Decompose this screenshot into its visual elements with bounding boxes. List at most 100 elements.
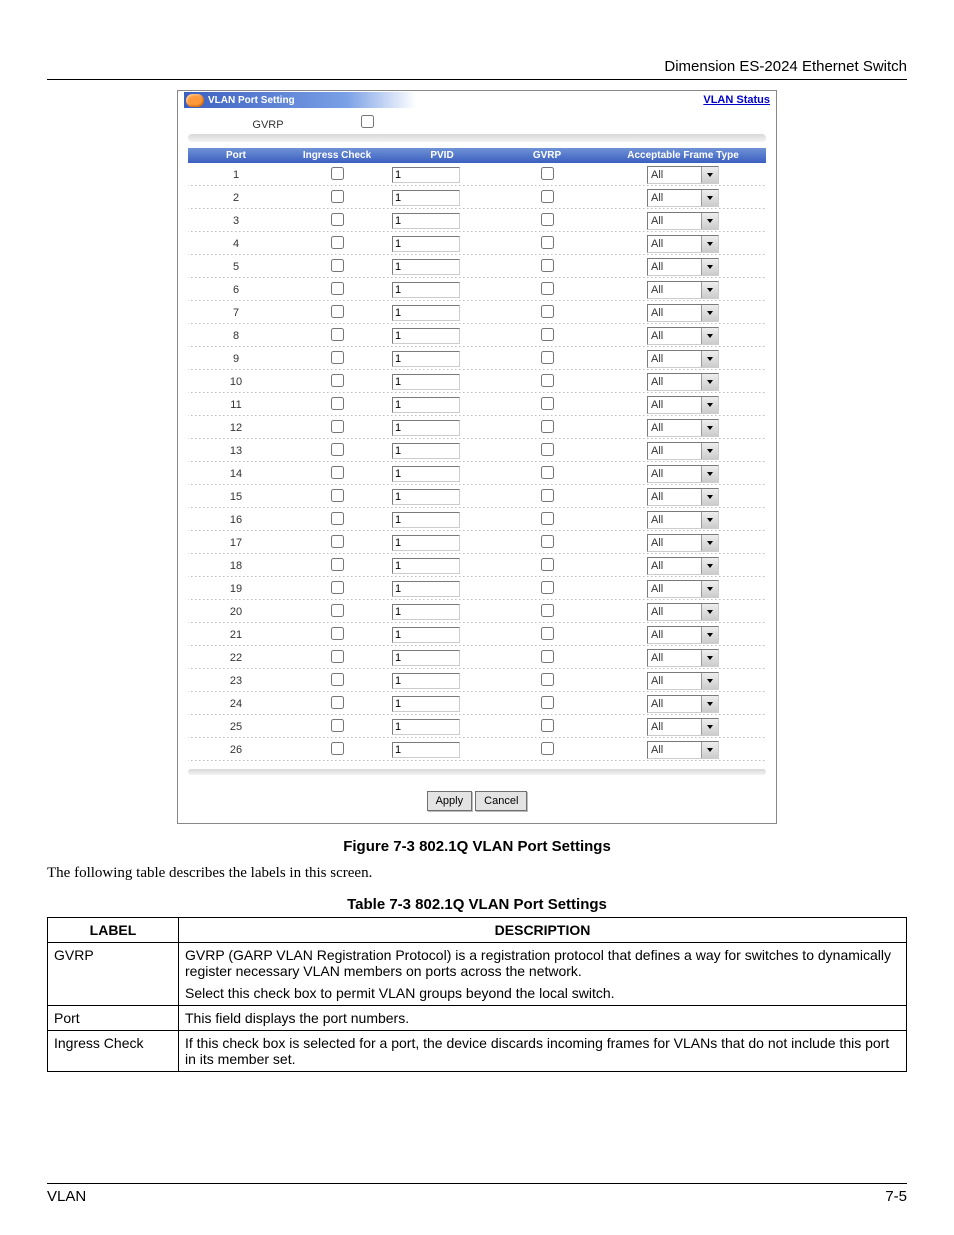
pvid-input[interactable] (392, 742, 460, 758)
chevron-down-icon[interactable] (701, 650, 718, 666)
cancel-button[interactable]: Cancel (475, 791, 527, 811)
pvid-input[interactable] (392, 489, 460, 505)
chevron-down-icon[interactable] (701, 719, 718, 735)
acceptable-frame-type-select[interactable]: All (647, 373, 719, 391)
gvrp-checkbox[interactable] (541, 351, 554, 364)
chevron-down-icon[interactable] (701, 558, 718, 574)
ingress-check-checkbox[interactable] (331, 535, 344, 548)
gvrp-checkbox[interactable] (541, 305, 554, 318)
pvid-input[interactable] (392, 305, 460, 321)
gvrp-checkbox[interactable] (541, 673, 554, 686)
chevron-down-icon[interactable] (701, 673, 718, 689)
pvid-input[interactable] (392, 627, 460, 643)
gvrp-checkbox[interactable] (541, 719, 554, 732)
pvid-input[interactable] (392, 397, 460, 413)
pvid-input[interactable] (392, 374, 460, 390)
chevron-down-icon[interactable] (701, 305, 718, 321)
acceptable-frame-type-select[interactable]: All (647, 281, 719, 299)
acceptable-frame-type-select[interactable]: All (647, 304, 719, 322)
ingress-check-checkbox[interactable] (331, 167, 344, 180)
acceptable-frame-type-select[interactable]: All (647, 235, 719, 253)
gvrp-checkbox[interactable] (541, 604, 554, 617)
chevron-down-icon[interactable] (701, 489, 718, 505)
acceptable-frame-type-select[interactable]: All (647, 603, 719, 621)
ingress-check-checkbox[interactable] (331, 213, 344, 226)
pvid-input[interactable] (392, 190, 460, 206)
chevron-down-icon[interactable] (701, 213, 718, 229)
gvrp-checkbox[interactable] (541, 558, 554, 571)
chevron-down-icon[interactable] (701, 696, 718, 712)
ingress-check-checkbox[interactable] (331, 351, 344, 364)
chevron-down-icon[interactable] (701, 190, 718, 206)
ingress-check-checkbox[interactable] (331, 719, 344, 732)
chevron-down-icon[interactable] (701, 167, 718, 183)
ingress-check-checkbox[interactable] (331, 650, 344, 663)
pvid-input[interactable] (392, 420, 460, 436)
pvid-input[interactable] (392, 558, 460, 574)
chevron-down-icon[interactable] (701, 604, 718, 620)
ingress-check-checkbox[interactable] (331, 696, 344, 709)
gvrp-checkbox[interactable] (541, 489, 554, 502)
pvid-input[interactable] (392, 581, 460, 597)
chevron-down-icon[interactable] (701, 282, 718, 298)
acceptable-frame-type-select[interactable]: All (647, 396, 719, 414)
acceptable-frame-type-select[interactable]: All (647, 258, 719, 276)
ingress-check-checkbox[interactable] (331, 282, 344, 295)
chevron-down-icon[interactable] (701, 420, 718, 436)
pvid-input[interactable] (392, 535, 460, 551)
gvrp-checkbox[interactable] (541, 420, 554, 433)
acceptable-frame-type-select[interactable]: All (647, 695, 719, 713)
pvid-input[interactable] (392, 236, 460, 252)
pvid-input[interactable] (392, 466, 460, 482)
acceptable-frame-type-select[interactable]: All (647, 465, 719, 483)
pvid-input[interactable] (392, 351, 460, 367)
ingress-check-checkbox[interactable] (331, 466, 344, 479)
acceptable-frame-type-select[interactable]: All (647, 626, 719, 644)
gvrp-checkbox[interactable] (541, 581, 554, 594)
ingress-check-checkbox[interactable] (331, 328, 344, 341)
gvrp-checkbox[interactable] (541, 466, 554, 479)
acceptable-frame-type-select[interactable]: All (647, 350, 719, 368)
pvid-input[interactable] (392, 604, 460, 620)
chevron-down-icon[interactable] (701, 512, 718, 528)
gvrp-checkbox[interactable] (541, 236, 554, 249)
pvid-input[interactable] (392, 696, 460, 712)
chevron-down-icon[interactable] (701, 374, 718, 390)
acceptable-frame-type-select[interactable]: All (647, 718, 719, 736)
gvrp-checkbox[interactable] (541, 282, 554, 295)
gvrp-checkbox[interactable] (541, 328, 554, 341)
chevron-down-icon[interactable] (701, 466, 718, 482)
ingress-check-checkbox[interactable] (331, 397, 344, 410)
chevron-down-icon[interactable] (701, 351, 718, 367)
ingress-check-checkbox[interactable] (331, 374, 344, 387)
gvrp-checkbox[interactable] (541, 696, 554, 709)
gvrp-checkbox[interactable] (541, 259, 554, 272)
gvrp-checkbox[interactable] (541, 213, 554, 226)
gvrp-checkbox[interactable] (541, 190, 554, 203)
vlan-status-link[interactable]: VLAN Status (703, 94, 770, 106)
pvid-input[interactable] (392, 259, 460, 275)
chevron-down-icon[interactable] (701, 742, 718, 758)
acceptable-frame-type-select[interactable]: All (647, 649, 719, 667)
gvrp-checkbox[interactable] (541, 374, 554, 387)
gvrp-checkbox[interactable] (541, 650, 554, 663)
pvid-input[interactable] (392, 213, 460, 229)
ingress-check-checkbox[interactable] (331, 512, 344, 525)
ingress-check-checkbox[interactable] (331, 604, 344, 617)
pvid-input[interactable] (392, 673, 460, 689)
ingress-check-checkbox[interactable] (331, 236, 344, 249)
chevron-down-icon[interactable] (701, 397, 718, 413)
chevron-down-icon[interactable] (701, 236, 718, 252)
acceptable-frame-type-select[interactable]: All (647, 212, 719, 230)
chevron-down-icon[interactable] (701, 259, 718, 275)
gvrp-checkbox[interactable] (541, 742, 554, 755)
ingress-check-checkbox[interactable] (331, 627, 344, 640)
gvrp-global-checkbox[interactable] (361, 115, 374, 128)
gvrp-checkbox[interactable] (541, 535, 554, 548)
pvid-input[interactable] (392, 512, 460, 528)
gvrp-checkbox[interactable] (541, 167, 554, 180)
acceptable-frame-type-select[interactable]: All (647, 166, 719, 184)
pvid-input[interactable] (392, 719, 460, 735)
ingress-check-checkbox[interactable] (331, 443, 344, 456)
acceptable-frame-type-select[interactable]: All (647, 534, 719, 552)
